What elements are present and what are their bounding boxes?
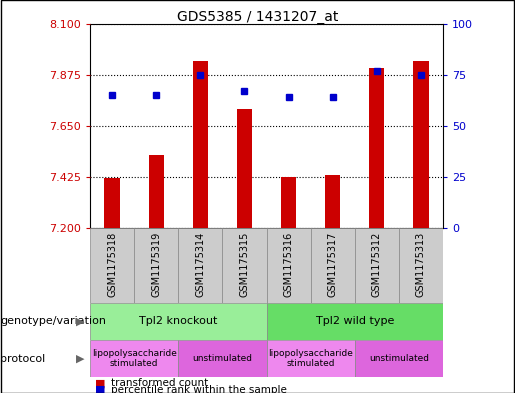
Bar: [267, 303, 443, 340]
Text: unstimulated: unstimulated: [369, 354, 429, 363]
Text: GSM1175319: GSM1175319: [151, 231, 161, 297]
Text: GSM1175313: GSM1175313: [416, 231, 426, 297]
Text: ▶: ▶: [76, 354, 84, 364]
Text: GSM1175316: GSM1175316: [284, 231, 294, 297]
Text: percentile rank within the sample: percentile rank within the sample: [111, 385, 287, 393]
Text: GSM1175317: GSM1175317: [328, 231, 338, 297]
Text: GSM1175314: GSM1175314: [195, 231, 205, 297]
Text: ■: ■: [95, 385, 106, 393]
Text: protocol: protocol: [0, 354, 45, 364]
Bar: [369, 68, 385, 228]
Bar: [105, 178, 120, 228]
Bar: [399, 228, 443, 303]
Bar: [148, 155, 164, 228]
Bar: [134, 228, 178, 303]
Bar: [311, 228, 355, 303]
Text: Tpl2 wild type: Tpl2 wild type: [316, 316, 394, 326]
Bar: [267, 228, 311, 303]
Text: GSM1175312: GSM1175312: [372, 231, 382, 297]
Text: GSM1175318: GSM1175318: [107, 231, 117, 297]
Bar: [90, 228, 134, 303]
Text: lipopolysaccharide
stimulated: lipopolysaccharide stimulated: [268, 349, 353, 368]
Text: GDS5385 / 1431207_at: GDS5385 / 1431207_at: [177, 10, 338, 24]
Text: ▶: ▶: [76, 316, 84, 326]
Bar: [355, 340, 443, 377]
Bar: [90, 340, 178, 377]
Bar: [222, 228, 267, 303]
Text: GSM1175315: GSM1175315: [239, 231, 249, 297]
Bar: [413, 61, 428, 228]
Text: transformed count: transformed count: [111, 378, 208, 388]
Bar: [178, 340, 267, 377]
Bar: [281, 177, 296, 228]
Bar: [90, 303, 267, 340]
Bar: [193, 61, 208, 228]
Bar: [178, 228, 222, 303]
Text: genotype/variation: genotype/variation: [0, 316, 106, 326]
Text: lipopolysaccharide
stimulated: lipopolysaccharide stimulated: [92, 349, 177, 368]
Text: unstimulated: unstimulated: [193, 354, 252, 363]
Bar: [267, 340, 355, 377]
Bar: [237, 109, 252, 228]
Text: Tpl2 knockout: Tpl2 knockout: [139, 316, 217, 326]
Text: ■: ■: [95, 378, 106, 388]
Bar: [325, 174, 340, 228]
Bar: [355, 228, 399, 303]
